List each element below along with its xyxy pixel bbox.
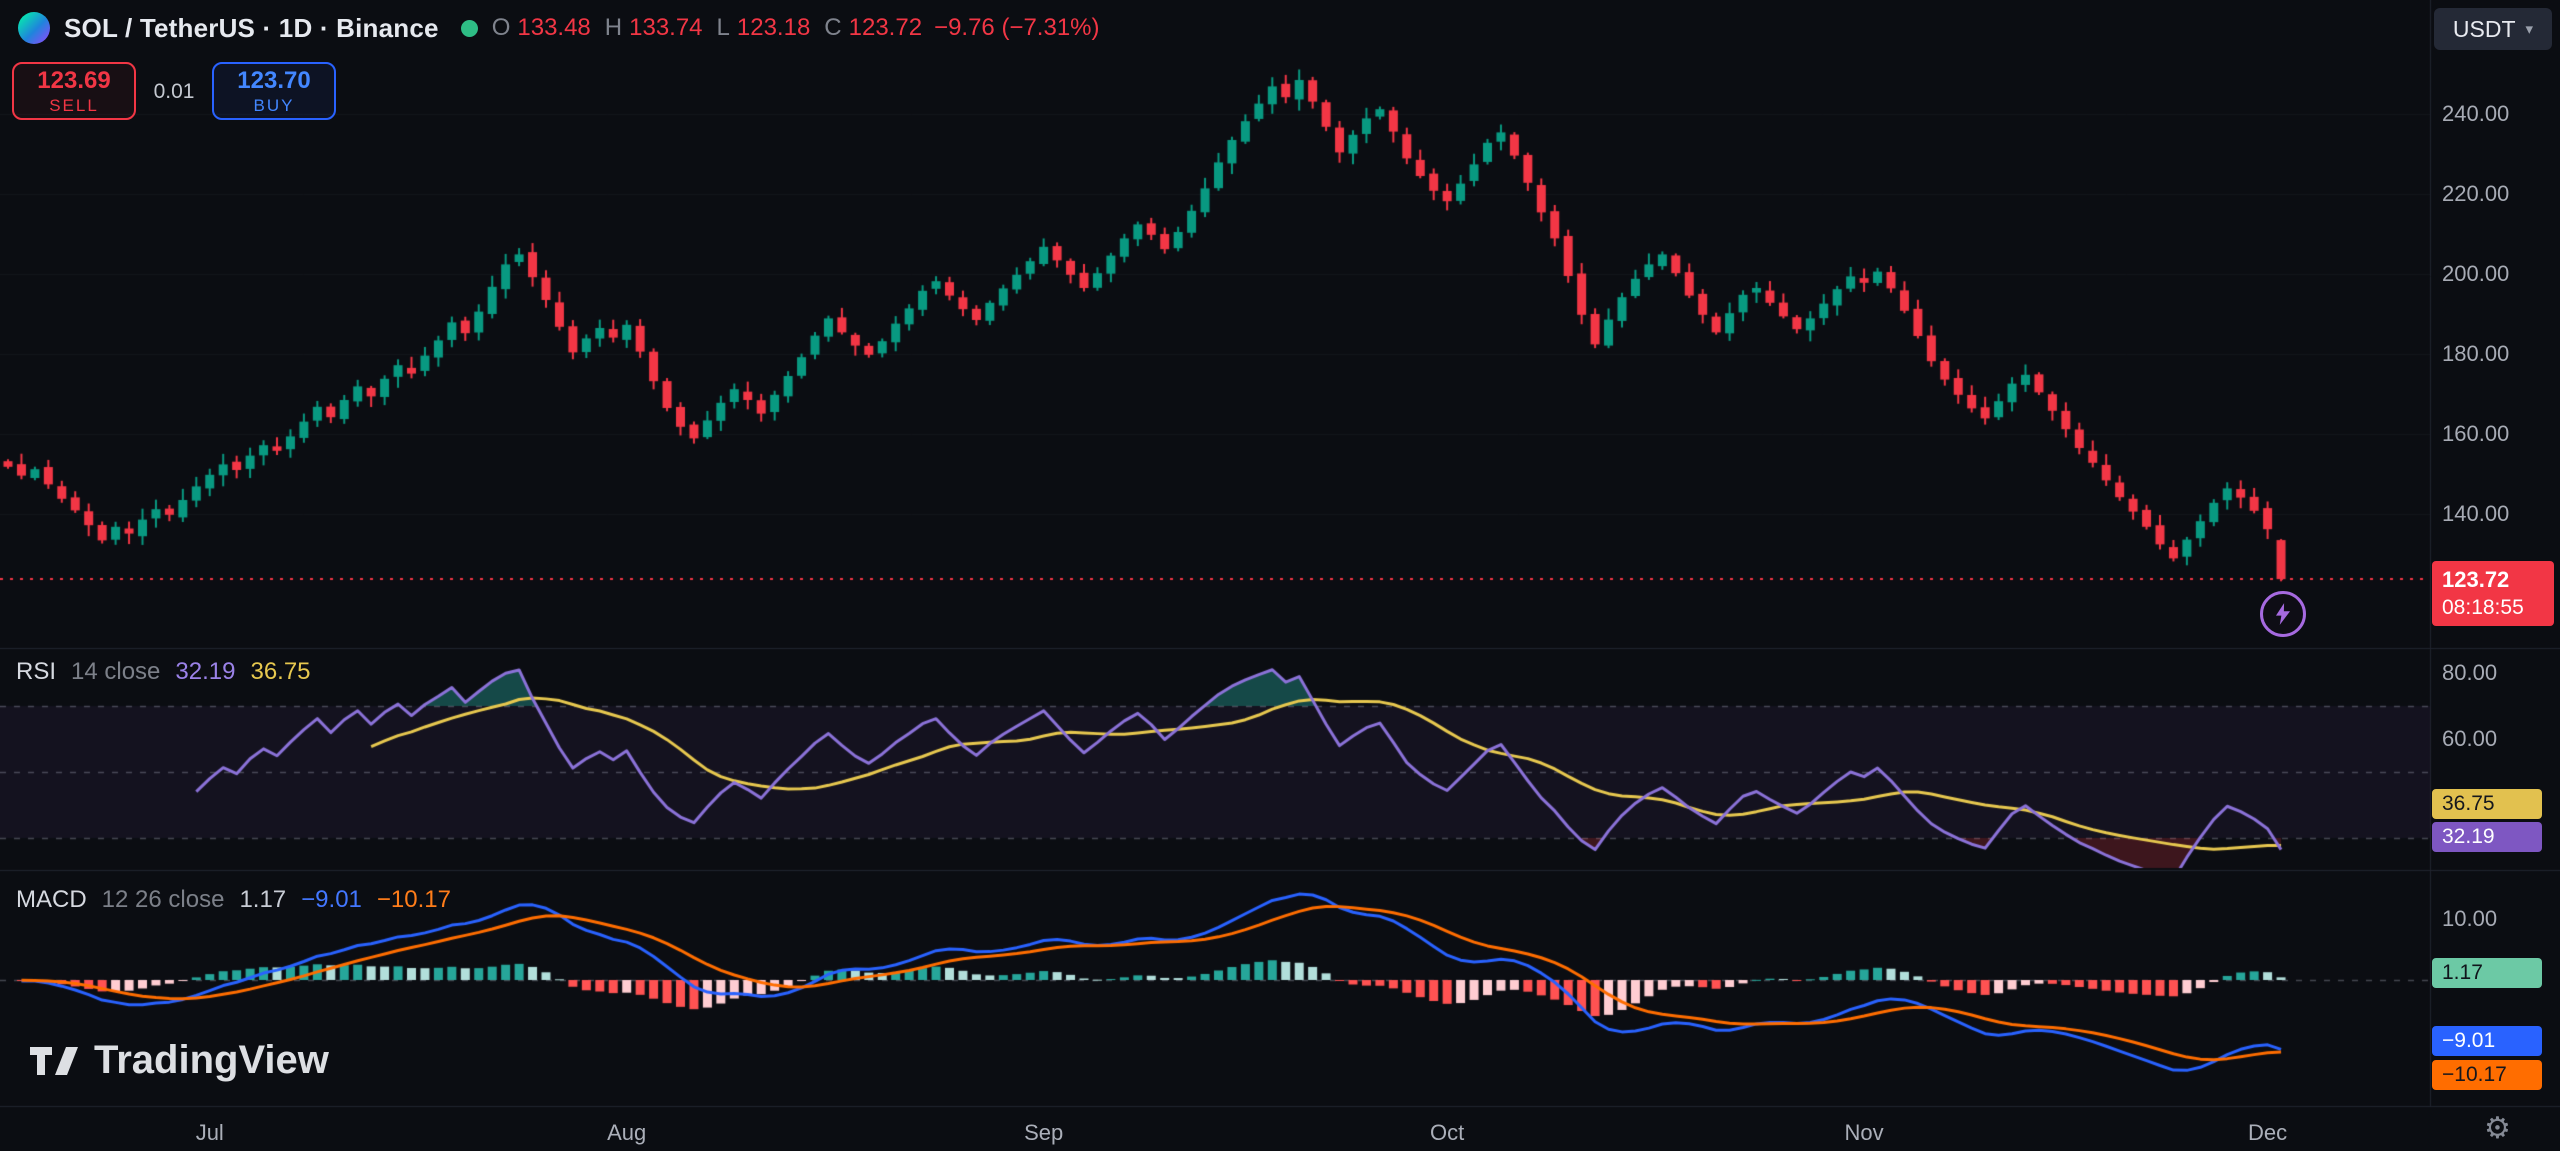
ohlc-c-value: 123.72 [848,14,923,41]
buy-button[interactable]: 123.70 BUY [212,62,336,120]
settings-button[interactable]: ⚙ [2478,1110,2517,1147]
macd-signal-badge: −10.17 [2432,1060,2542,1090]
last-price-value: 123.72 [2442,567,2510,592]
lightning-boost-button[interactable] [2260,591,2306,637]
spread-value: 0.01 [153,80,195,103]
chart-legend: SOL / TetherUS · 1D · Binance O 133.48 H… [18,12,1100,44]
macd-line-badge: −9.01 [2432,1026,2542,1056]
rsi-ma-value: 36.75 [250,658,311,685]
bar-countdown: 08:18:55 [2442,596,2524,619]
buy-label: BUY [253,95,295,115]
ohlc-o-value: 133.48 [517,14,591,41]
currency-label: USDT [2452,15,2516,42]
lightning-icon [2275,603,2291,625]
rsi-line-badge: 32.19 [2432,822,2542,852]
rsi-params: 14 close [71,658,161,685]
last-price-badge: 123.72 08:18:55 [2432,561,2554,626]
gear-icon: ⚙ [2484,1112,2511,1145]
macd-params: 12 26 close [101,886,225,913]
ohlc-l-value: 123.18 [736,14,811,41]
rsi-ma-badge: 36.75 [2432,789,2542,819]
macd-hist-value: 1.17 [239,886,287,913]
ohlc-h-value: 133.74 [629,14,703,41]
macd-hist-badge: 1.17 [2432,958,2542,988]
macd-legend: MACD 12 26 close 1.17 −9.01 −10.17 [16,886,451,914]
ohlc-l-key: L [716,14,730,41]
chevron-down-icon: ▾ [2525,21,2534,38]
tradingview-watermark[interactable]: TradingView [28,1038,329,1083]
symbol-title[interactable]: SOL / TetherUS · 1D · Binance [64,12,439,43]
macd-title: MACD [16,886,87,913]
macd-line-value: −9.01 [301,886,362,913]
ohlc-values: O 133.48 H 133.74 L 123.18 C 123.72 −9.7… [478,14,1100,42]
ohlc-c-key: C [824,14,842,41]
macd-signal-value: −10.17 [376,886,451,913]
currency-selector-button[interactable]: USDT ▾ [2434,8,2552,50]
market-status-icon [460,19,478,37]
symbol-logo-icon [18,12,50,44]
buy-price: 123.70 [237,66,311,94]
ohlc-change: −9.76 (−7.31%) [934,14,1100,41]
sell-price: 123.69 [37,66,111,94]
rsi-legend: RSI 14 close 32.19 36.75 [16,658,311,686]
sell-label: SELL [49,95,99,115]
sell-button[interactable]: 123.69 SELL [12,62,136,120]
rsi-title: RSI [16,658,57,685]
ohlc-h-key: H [604,14,623,41]
rsi-line-value: 32.19 [175,658,236,685]
ohlc-o-key: O [491,14,511,41]
tradingview-wordmark: TradingView [94,1038,329,1082]
tradingview-logo-icon [30,1046,78,1075]
